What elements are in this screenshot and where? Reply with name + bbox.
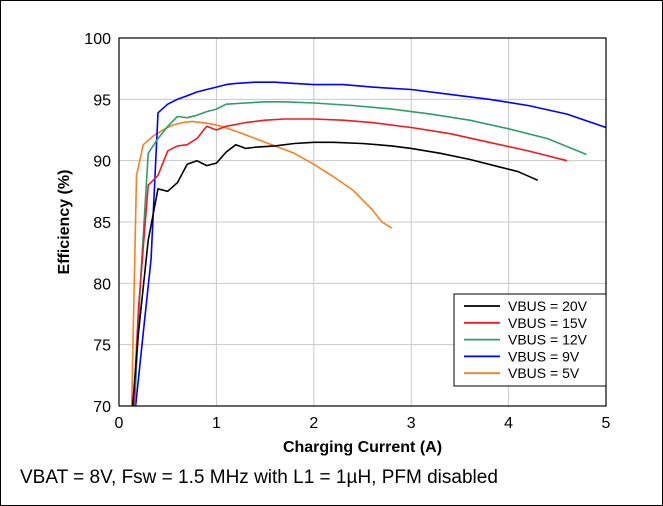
- legend-label-2: VBUS = 15V: [508, 315, 588, 331]
- series-line-1: [131, 141, 539, 406]
- plot-area-border: [118, 37, 607, 407]
- y-tick-label-3: 85: [93, 215, 111, 232]
- x-axis-label: Charging Current (A): [283, 439, 442, 456]
- legend-label-3: VBUS = 12V: [508, 332, 588, 348]
- x-tick-label-1: 1: [212, 415, 221, 432]
- x-tick-label-4: 4: [504, 415, 513, 432]
- legend-label-5: VBUS = 5V: [508, 365, 580, 381]
- efficiency-chart: 0 1 2 3 4 5 70 75 80 85 90 95 100 Charging Current (A…: [56, 31, 611, 456]
- y-tick-label-1: 75: [93, 338, 111, 355]
- series-line-5: [130, 120, 393, 406]
- y-tick-label-5: 95: [93, 92, 111, 109]
- y-tick-label-0: 70: [93, 399, 111, 416]
- y-tick-label-4: 90: [93, 154, 111, 171]
- figure-caption: VBAT = 8V, Fsw = 1.5 MHz with L1 = 1µH, …: [20, 467, 498, 488]
- series-line-3: [133, 101, 587, 406]
- x-tick-label-3: 3: [407, 415, 416, 432]
- series-line-2: [132, 118, 568, 406]
- x-tick-label-2: 2: [309, 415, 318, 432]
- y-tick-label-6: 100: [84, 31, 111, 48]
- x-tick-label-5: 5: [602, 415, 611, 432]
- legend-label-4: VBUS = 9V: [508, 348, 580, 364]
- x-tick-label-0: 0: [115, 415, 124, 432]
- y-axis-label: Efficiency (%): [56, 170, 73, 275]
- y-tick-label-2: 80: [93, 276, 111, 293]
- series-line-4: [134, 81, 606, 406]
- legend-label-1: VBUS = 20V: [508, 298, 588, 314]
